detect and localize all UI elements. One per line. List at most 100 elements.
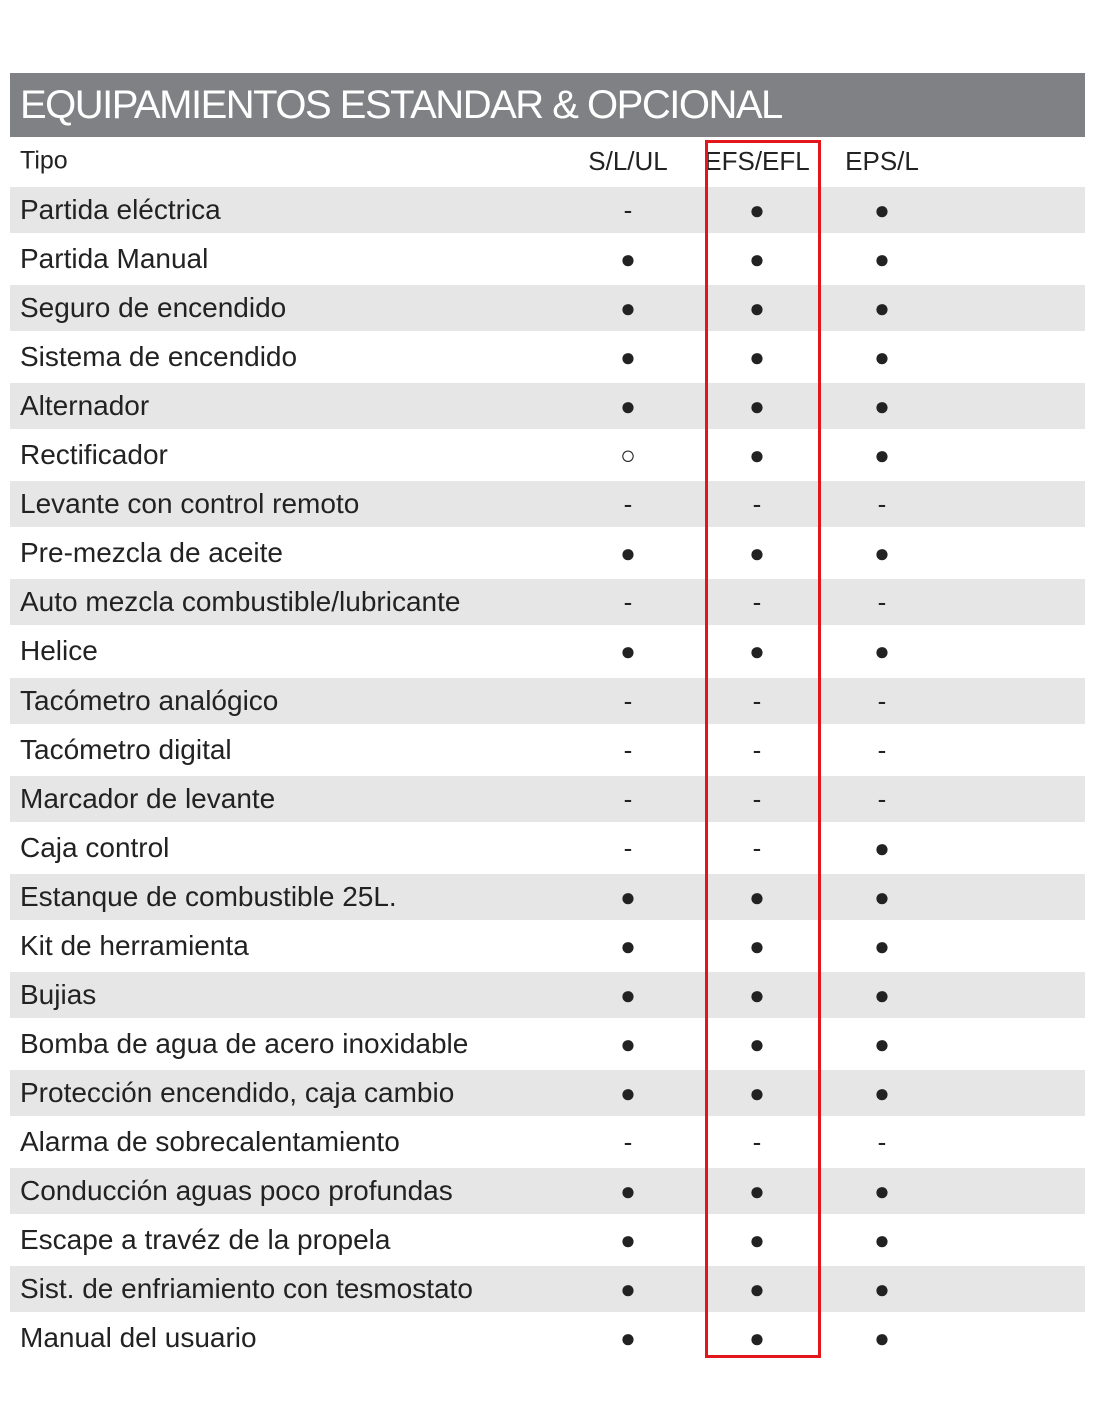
cell-value: ● — [620, 1176, 636, 1206]
cell-value: ● — [749, 293, 765, 324]
cell-value: ● — [749, 881, 765, 912]
cell-value: - — [877, 1126, 887, 1157]
cell-value: - — [623, 783, 633, 814]
cell-value: - — [752, 832, 762, 863]
row-label: Sistema de encendido — [20, 341, 298, 373]
cell-value: ● — [874, 881, 890, 912]
column-header: EFS/EFL — [704, 146, 810, 176]
cell-value: - — [752, 734, 762, 765]
row-label: Escape a travéz de la propela — [20, 1224, 391, 1256]
cell-value: ● — [874, 832, 890, 863]
cell-value: ● — [749, 930, 765, 961]
row-label: Tacómetro digital — [20, 733, 232, 765]
cell-value: - — [623, 1126, 633, 1157]
row-label: Sist. de enfriamiento con tesmostato — [20, 1273, 473, 1305]
cell-value: ○ — [620, 440, 636, 471]
row-band — [10, 383, 1085, 430]
column-header: S/L/UL — [588, 146, 668, 176]
cell-value: ● — [749, 1176, 765, 1206]
cell-value: - — [752, 783, 762, 814]
row-label: Rectificador — [20, 439, 168, 471]
cell-value: ● — [749, 440, 765, 471]
cell-value: - — [623, 685, 633, 716]
cell-value: - — [877, 734, 887, 765]
cell-value: ● — [874, 440, 890, 471]
cell-value: ● — [874, 244, 890, 275]
row-band — [10, 579, 1085, 626]
row-label: Partida eléctrica — [20, 194, 221, 225]
row-label: Helice — [20, 635, 98, 667]
cell-value: ● — [874, 293, 890, 324]
row-label: Conducción aguas poco profundas — [20, 1175, 453, 1206]
cell-value: ● — [620, 881, 636, 912]
cell-value: ● — [620, 979, 636, 1010]
row-label: Caja control — [20, 831, 170, 863]
row-label: Pre-mezcla de aceite — [20, 537, 284, 569]
cell-value: ● — [620, 538, 636, 569]
cell-value: ● — [620, 1274, 636, 1305]
row-label: Estanque de combustible 25L. — [20, 880, 397, 912]
cell-value: - — [623, 734, 633, 765]
row-band — [10, 873, 1085, 920]
row-label: Partida Manual — [20, 243, 209, 275]
cell-value: ● — [874, 1176, 890, 1206]
cell-value: ● — [620, 342, 636, 373]
cell-value: - — [752, 489, 762, 520]
cell-value: ● — [749, 1225, 765, 1256]
cell-value: ● — [620, 1028, 636, 1059]
cell-value: - — [752, 587, 762, 618]
cell-value: ● — [874, 1028, 890, 1059]
cell-value: ● — [874, 342, 890, 373]
row-band — [10, 1168, 1085, 1214]
cell-value: - — [623, 489, 633, 520]
cell-value: ● — [874, 1274, 890, 1305]
row-band — [10, 187, 1085, 233]
cell-value: ● — [749, 979, 765, 1010]
cell-value: ● — [749, 1028, 765, 1059]
cell-value: ● — [874, 391, 890, 422]
cell-value: ● — [620, 293, 636, 324]
row-band — [10, 481, 1085, 528]
cell-value: ● — [749, 636, 765, 667]
cell-value: ● — [749, 1323, 765, 1354]
cell-value: ● — [749, 391, 765, 422]
row-band — [10, 971, 1085, 1018]
cell-value: ● — [874, 930, 890, 961]
row-label: Kit de herramienta — [20, 929, 249, 961]
row-label: Alarma de sobrecalentamiento — [20, 1125, 400, 1157]
cell-value: - — [623, 195, 633, 225]
cell-value: ● — [620, 1225, 636, 1256]
row-band — [10, 677, 1085, 724]
cell-value: ● — [749, 195, 765, 225]
cell-value: ● — [874, 1077, 890, 1108]
row-label: Bomba de agua de acero inoxidable — [20, 1027, 469, 1059]
cell-value: - — [752, 1126, 762, 1157]
cell-value: ● — [620, 636, 636, 667]
cell-value: ● — [620, 1323, 636, 1354]
cell-value: - — [877, 489, 887, 520]
highlight-frame — [705, 140, 821, 1358]
row-label: Manual del usuario — [20, 1322, 257, 1354]
row-band — [10, 775, 1085, 822]
row-label: Protección encendido, caja cambio — [20, 1076, 455, 1108]
row-label: Bujias — [20, 978, 97, 1010]
cell-value: - — [877, 685, 887, 716]
row-band — [10, 1069, 1085, 1116]
column-header: EPS/L — [845, 146, 919, 176]
cell-value: - — [752, 685, 762, 716]
row-band — [10, 285, 1085, 332]
cell-value: ● — [749, 244, 765, 275]
cell-value: ● — [620, 391, 636, 422]
cell-value: ● — [620, 930, 636, 961]
title-bar: EQUIPAMIENTOS ESTANDAR & OPCIONAL — [10, 73, 1085, 137]
cell-value: ● — [749, 1274, 765, 1305]
cell-value: ● — [874, 979, 890, 1010]
row-label: Levante con control remoto — [20, 488, 360, 520]
cell-value: ● — [620, 244, 636, 275]
cell-value: ● — [874, 538, 890, 569]
cell-value: - — [623, 587, 633, 618]
cell-value: ● — [749, 342, 765, 373]
row-label: Alternador — [20, 390, 150, 422]
column-header: Tipo — [20, 146, 68, 175]
